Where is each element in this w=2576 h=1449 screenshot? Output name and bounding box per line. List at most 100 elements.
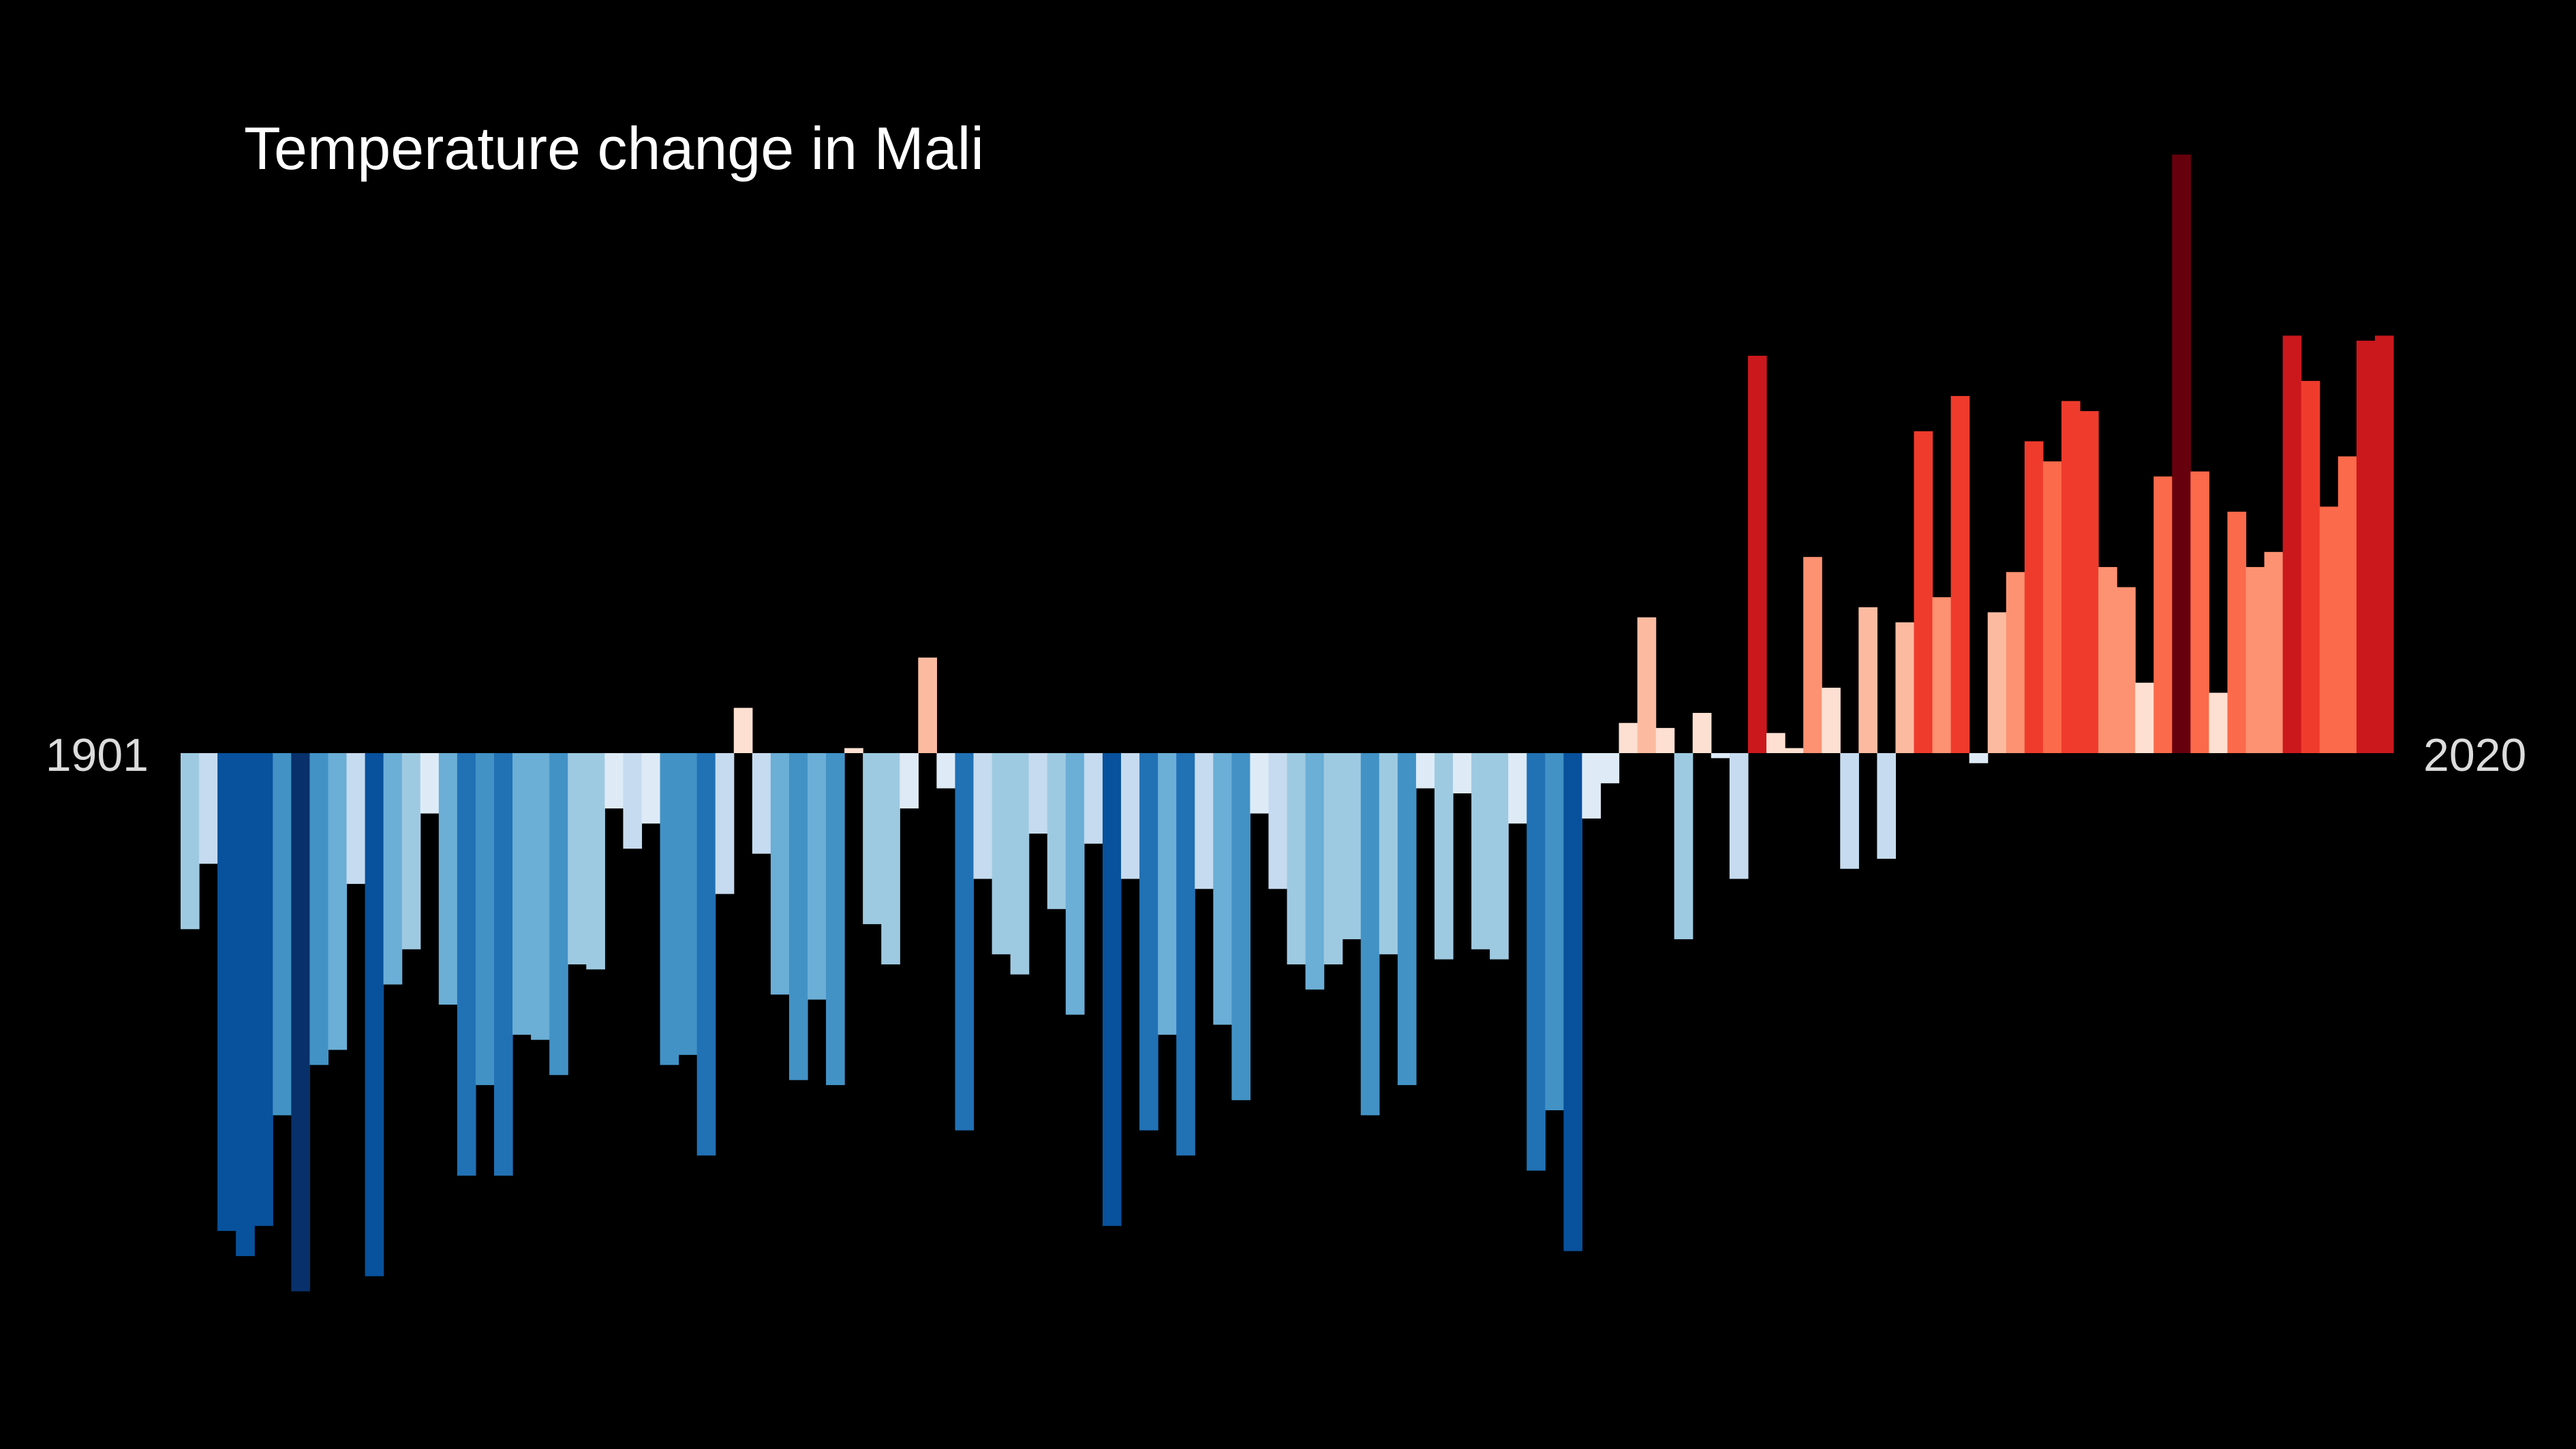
bar-1983: [1692, 712, 1712, 753]
bar-1968: [1415, 753, 1435, 789]
bar-1980: [1637, 617, 1657, 753]
bar-1972: [1490, 753, 1509, 960]
bar-1912: [383, 753, 403, 985]
bar-2000: [2006, 572, 2025, 753]
bar-1935: [807, 753, 827, 1000]
bar-1982: [1674, 753, 1693, 940]
bar-1994: [1895, 622, 1915, 753]
bar-1926: [641, 753, 661, 824]
bar-2020: [2374, 335, 2394, 754]
bar-2009: [2172, 154, 2191, 753]
bar-2007: [2135, 682, 2154, 753]
bar-1901: [181, 753, 200, 930]
bar-2011: [2209, 692, 2228, 753]
bar-2001: [2024, 441, 2044, 753]
bar-1977: [1582, 753, 1601, 819]
bar-1933: [770, 753, 790, 995]
bar-1986: [1747, 355, 1767, 753]
bar-2005: [2098, 566, 2117, 753]
bar-1953: [1139, 753, 1159, 1131]
bar-2002: [2042, 461, 2062, 753]
bar-1904: [236, 753, 255, 1256]
bar-1973: [1508, 753, 1527, 824]
bar-1974: [1527, 753, 1546, 1171]
bar-1971: [1471, 753, 1490, 949]
bar-1913: [401, 753, 421, 949]
bar-1949: [1065, 753, 1085, 1015]
bar-1928: [678, 753, 698, 1055]
bar-2012: [2227, 511, 2247, 753]
bar-1962: [1305, 753, 1325, 990]
bar-1993: [1877, 753, 1897, 859]
bar-1998: [1969, 753, 1989, 763]
bar-1909: [328, 753, 348, 1050]
bar-1932: [752, 753, 771, 854]
bar-1929: [696, 753, 716, 1156]
bar-1945: [992, 753, 1011, 955]
bar-1910: [346, 753, 366, 884]
end-year-label: 2020: [2423, 729, 2526, 781]
start-year-label: 1901: [46, 729, 149, 781]
bar-2015: [2282, 335, 2302, 754]
bar-1937: [844, 748, 863, 753]
bar-1934: [788, 753, 808, 1080]
bar-1940: [900, 753, 919, 809]
bar-1908: [309, 753, 329, 1065]
bar-1964: [1342, 753, 1362, 940]
bar-1922: [568, 753, 587, 964]
bar-1978: [1600, 753, 1620, 784]
bar-1955: [1176, 753, 1195, 1156]
bar-1907: [291, 753, 311, 1292]
bar-2004: [2080, 411, 2099, 753]
bar-1951: [1102, 753, 1122, 1226]
bar-1950: [1084, 753, 1103, 844]
bar-1941: [918, 657, 937, 753]
bar-2018: [2337, 456, 2357, 753]
bar-1919: [512, 753, 532, 1035]
bar-1914: [420, 753, 440, 814]
bar-1992: [1858, 607, 1877, 753]
bar-2017: [2319, 506, 2339, 753]
bar-1967: [1397, 753, 1417, 1086]
bar-1917: [475, 753, 495, 1086]
bar-1905: [254, 753, 273, 1226]
bar-1990: [1822, 688, 1841, 753]
bar-1961: [1287, 753, 1306, 964]
bar-1924: [604, 753, 624, 809]
bar-1930: [715, 753, 735, 894]
bar-1915: [438, 753, 458, 1005]
bar-1938: [863, 753, 882, 924]
bar-1916: [457, 753, 476, 1176]
bar-2014: [2264, 551, 2284, 753]
bar-1927: [660, 753, 679, 1065]
bar-1946: [1010, 753, 1030, 975]
bar-1957: [1213, 753, 1232, 1025]
bar-1911: [365, 753, 384, 1277]
bar-1943: [955, 753, 975, 1131]
bar-2006: [2117, 587, 2136, 753]
bar-1942: [936, 753, 956, 789]
bar-2010: [2190, 471, 2210, 753]
bar-1939: [881, 753, 900, 964]
bar-1991: [1840, 753, 1859, 869]
bar-1976: [1563, 753, 1583, 1251]
bar-1963: [1323, 753, 1343, 964]
bar-2013: [2245, 566, 2265, 753]
bar-1966: [1379, 753, 1398, 955]
bar-1947: [1028, 753, 1048, 834]
bar-1925: [623, 753, 643, 849]
bar-1918: [493, 753, 513, 1176]
bar-1981: [1655, 728, 1675, 753]
bar-1985: [1729, 753, 1749, 879]
bar-1954: [1158, 753, 1177, 1035]
bar-1920: [531, 753, 550, 1040]
bar-1997: [1950, 396, 1970, 753]
bar-1921: [549, 753, 568, 1076]
bar-2019: [2356, 340, 2376, 754]
bar-1965: [1360, 753, 1380, 1116]
bar-1975: [1545, 753, 1564, 1110]
bar-1999: [1987, 612, 2007, 753]
bar-1995: [1914, 431, 1933, 753]
bar-1987: [1766, 733, 1785, 753]
